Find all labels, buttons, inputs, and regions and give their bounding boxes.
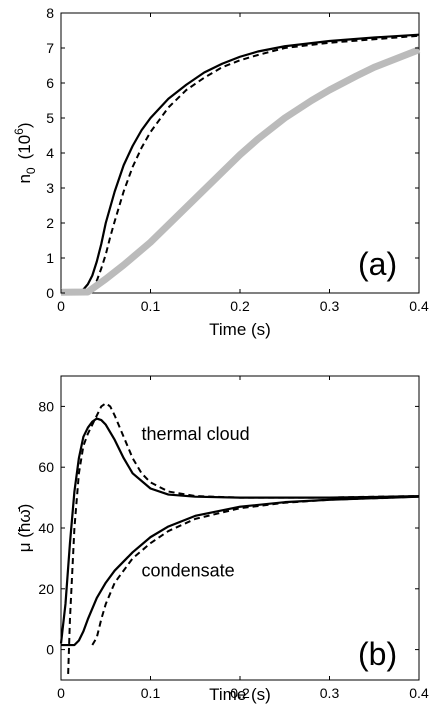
panel-b-y-tick-label: 40 (38, 520, 54, 536)
panel-b-x-tick-label: 0.3 (320, 685, 340, 701)
panel-a-y-tick-label: 5 (46, 110, 54, 126)
panel-a-x-axis-label: Time (s) (209, 320, 271, 339)
panel-a-x-tick-label: 0.2 (230, 298, 250, 314)
panel-b-annotation: thermal cloud (142, 424, 250, 444)
panel-b-ticks: 0 0.1 0.2 0.3 0.4 0 20 40 60 80 (38, 376, 429, 701)
panel-b-series-group (59, 402, 420, 674)
panel-b-series-1-dashed-line (67, 402, 420, 674)
panel-b-frame (60, 375, 420, 681)
panel-b-x-axis-label: Time (s) (209, 685, 271, 704)
panel-b-annotations: thermal cloud condensate (142, 424, 250, 581)
panel-a-series-0-solid-line (61, 33, 420, 293)
panel-a-series-1-dashed-line (61, 34, 420, 293)
panel-a-y-axis-label-unit-close: ) (15, 122, 34, 128)
panel-b-x-tick-label: 0.2 (230, 685, 250, 701)
panel-a-series-group (60, 33, 421, 296)
panel-a-x-tick-label: 0.1 (141, 298, 161, 314)
panel-a-ticks: 0 0.1 0.2 0.3 0.4 0 1 2 3 4 5 6 7 8 (46, 5, 429, 314)
panel-b-x-tick-label: 0 (57, 685, 65, 701)
panel-a-y-axis-label-main: n (15, 174, 34, 183)
panel-a-y-tick-label: 2 (46, 215, 54, 231)
panel-b-label: (b) (358, 636, 397, 672)
panel-b-y-tick-label: 80 (38, 398, 54, 414)
panel-b-x-tick-label: 0.4 (409, 685, 429, 701)
panel-a-y-tick-label: 8 (46, 5, 54, 21)
panel-a-x-tick-label: 0.3 (320, 298, 340, 314)
panel-a-y-axis-label-unit-sup: 6 (12, 128, 26, 135)
panel-a-y-axis-label: n0 (106) (12, 122, 38, 183)
panel-a-y-tick-label: 4 (46, 145, 54, 161)
panel-b: thermal cloud condensate 0 0.1 0.2 0.3 0.4 0 20… (15, 375, 429, 704)
panel-a-y-tick-label: 0 (46, 285, 54, 301)
panel-b-series-2-solid-line (61, 495, 420, 647)
panel-a-y-tick-label: 7 (46, 40, 54, 56)
panel-a-x-tick-label: 0.4 (409, 298, 429, 314)
panel-b-y-axis-label: μ (ħω̄) (15, 504, 34, 553)
panel-b-series-0-solid-line (59, 417, 420, 644)
panel-b-annotation: condensate (142, 561, 235, 581)
panel-a-y-tick-label: 1 (46, 250, 54, 266)
panel-a-y-tick-label: 3 (46, 180, 54, 196)
panel-b-y-tick-label: 60 (38, 459, 54, 475)
panel-a-x-tick-label: 0 (57, 298, 65, 314)
panel-a-y-tick-label: 6 (46, 75, 54, 91)
panel-b-y-tick-label: 20 (38, 581, 54, 597)
panel-a-y-axis-label-unit-open: (10 (15, 135, 34, 160)
panel-a-label: (a) (358, 246, 397, 282)
panel-b-x-tick-label: 0.1 (141, 685, 161, 701)
panel-a-series-2-solid-thick-line (60, 46, 421, 296)
panel-b-y-tick-label: 0 (46, 642, 54, 658)
panel-b-series-3-dashed-line (91, 495, 420, 646)
panel-a-y-axis-label-sub: 0 (24, 167, 38, 174)
